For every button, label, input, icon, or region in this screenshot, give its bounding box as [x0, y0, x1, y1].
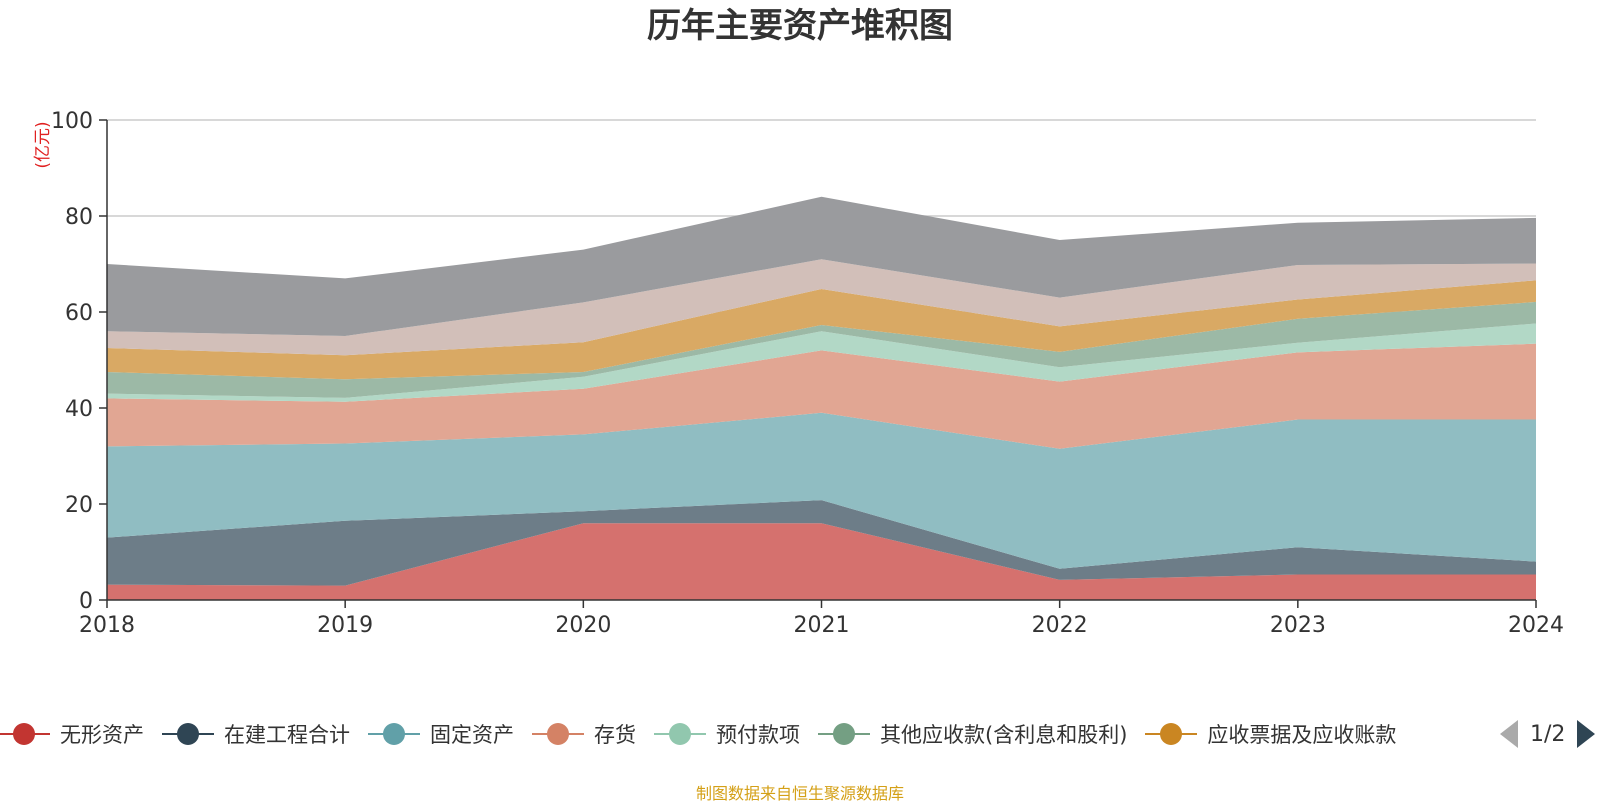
legend-label: 无形资产 — [60, 723, 144, 747]
area-series-8 — [107, 259, 1536, 356]
legend-item[interactable]: 预付款项 — [654, 714, 800, 754]
legend-item[interactable]: 在建工程合计 — [162, 714, 350, 754]
x-tick-label: 2021 — [794, 613, 850, 638]
axes: 0 20 40 60 80 100 2018 2019 2020 2021 2022 2023 2024 — [51, 109, 1564, 638]
x-tick-label: 2019 — [317, 613, 373, 638]
chart-title: 历年主要资产堆积图 — [647, 6, 953, 46]
area-series-4 — [107, 343, 1536, 449]
x-tick-label: 2024 — [1508, 613, 1564, 638]
area-series-2 — [107, 500, 1536, 586]
legend-marker-icon — [818, 722, 870, 746]
legend-marker-icon — [1145, 722, 1198, 746]
x-tick-label: 2022 — [1032, 613, 1088, 638]
legend-marker-icon — [0, 722, 50, 746]
legend-label: 存货 — [594, 723, 636, 747]
legend-item[interactable]: 固定资产 — [368, 714, 514, 754]
y-tick-label: 40 — [65, 397, 93, 422]
area-series — [107, 196, 1536, 600]
legend-pager: 1/2 — [1500, 714, 1596, 754]
area-series-6 — [107, 301, 1536, 398]
y-axis-unit-label: (亿元) — [33, 121, 53, 168]
legend-item[interactable]: 其他应收款(含利息和股利) — [818, 714, 1127, 754]
legend-item[interactable]: 无形资产 — [0, 714, 144, 754]
area-series-9 — [107, 196, 1536, 336]
legend-marker-icon — [654, 722, 706, 746]
legend-prev-page-icon[interactable] — [1500, 720, 1518, 748]
legend-item[interactable]: 存货 — [532, 714, 636, 754]
source-note: 制图数据来自恒生聚源数据库 — [695, 784, 904, 803]
x-tick-label: 2020 — [555, 613, 611, 638]
area-series-5 — [107, 323, 1536, 402]
y-tick-label: 80 — [65, 205, 93, 230]
y-tick-label: 0 — [79, 589, 93, 614]
x-tick-label: 2023 — [1270, 613, 1326, 638]
legend-next-page-icon[interactable] — [1577, 720, 1596, 748]
legend: 无形资产 在建工程合计 固定资产 存货 预付款项 其他应收款(含利息和股利) 应收票据及应收… — [0, 714, 1600, 754]
legend-marker-icon — [162, 722, 214, 746]
legend-label: 其他应收款(含利息和股利) — [880, 723, 1128, 747]
legend-label: 固定资产 — [430, 723, 514, 747]
y-tick-label: 60 — [65, 301, 93, 326]
legend-item[interactable]: 应收票据及应收账款 — [1145, 714, 1396, 754]
area-series-7 — [107, 280, 1536, 380]
legend-page-indicator: 1/2 — [1530, 721, 1566, 747]
x-tick-label: 2018 — [79, 613, 135, 638]
area-series-3 — [107, 412, 1536, 569]
y-tick-label: 20 — [65, 493, 93, 518]
legend-label: 预付款项 — [716, 723, 800, 747]
legend-marker-icon — [368, 722, 420, 746]
legend-items: 无形资产 在建工程合计 固定资产 存货 预付款项 其他应收款(含利息和股利) 应收票据及应收… — [0, 714, 1483, 754]
y-tick-label: 100 — [51, 109, 93, 134]
legend-marker-icon — [532, 722, 584, 746]
legend-label: 应收票据及应收账款 — [1207, 723, 1397, 747]
area-series-1 — [107, 523, 1536, 600]
legend-label: 在建工程合计 — [224, 723, 350, 747]
